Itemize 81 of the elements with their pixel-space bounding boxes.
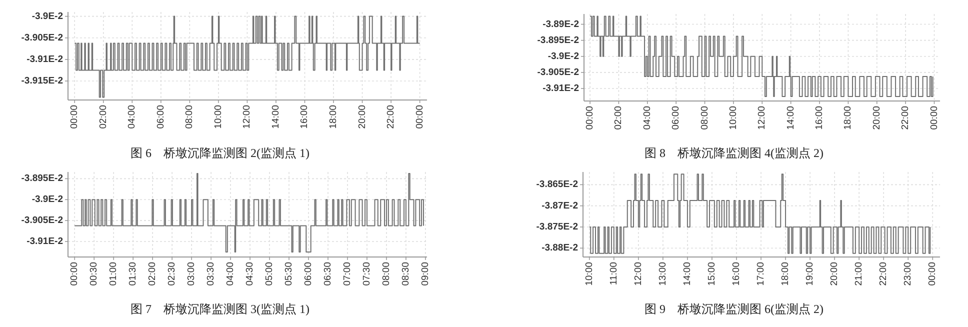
x-tick-label: 22:00 [900, 106, 912, 130]
x-tick-label: 14:00 [682, 262, 693, 286]
x-tick-label: 18:00 [842, 106, 854, 130]
y-tick-label: -3.875E-2 [536, 221, 578, 232]
x-tick-label: 02:30 [166, 262, 178, 286]
text: 图 9 桥墩沉降监测图 6(监测点 2) [644, 302, 824, 316]
text: 图 8 桥墩沉降监测图 4(监测点 2) [644, 146, 824, 160]
x-tick-label: 19:00 [804, 262, 816, 286]
x-tick-label: 16:00 [299, 105, 310, 129]
x-tick-label: 22:00 [878, 262, 890, 286]
x-tick-label: 16:00 [730, 262, 742, 286]
x-tick-label: 05:30 [284, 262, 295, 286]
x-tick-label: 11:00 [608, 262, 620, 286]
x-tick-label: 18:00 [328, 105, 340, 129]
y-tick-label: -3.91E-2 [26, 236, 63, 248]
y-tick-label: -3.915E-2 [21, 76, 63, 87]
y-tick-label: -3.895E-2 [537, 34, 579, 46]
x-tick-label: 20:00 [871, 106, 882, 130]
x-tick-label: 00:00 [927, 262, 938, 286]
y-tick-label: -3.905E-2 [21, 32, 63, 44]
x-tick-label: 13:00 [657, 262, 668, 286]
x-tick-label: 07:00 [342, 262, 353, 286]
x-tick-label: 20:00 [356, 105, 368, 129]
y-tick-label: -3.9E-2 [32, 10, 63, 22]
x-tick-label: 02:00 [98, 105, 109, 129]
x-tick-label: 12:00 [632, 262, 644, 286]
x-tick-label: 09:00 [420, 262, 431, 286]
y-tick-label: -3.9E-2 [32, 194, 63, 206]
x-tick-label: 08:00 [184, 105, 196, 129]
x-tick-label: 02:00 [613, 106, 624, 130]
y-tick-label: -3.895E-2 [21, 173, 63, 184]
x-tick-label: 08:00 [699, 106, 710, 130]
x-tick-label: 03:00 [186, 262, 198, 286]
x-tick-label: 00:00 [414, 105, 426, 129]
x-tick-label: 06:00 [670, 106, 682, 130]
y-tick-label: -3.87E-2 [542, 200, 578, 212]
x-tick-label: 15:00 [706, 262, 718, 286]
x-tick-label: 10:00 [584, 262, 595, 286]
x-tick-label: 08:30 [400, 262, 412, 286]
text: 图 7 桥墩沉降监测图 3(监测点 1) [130, 302, 310, 316]
x-tick-label: 14:00 [270, 105, 282, 129]
x-tick-label: 04:00 [642, 106, 653, 130]
y-tick-label: -3.91E-2 [542, 82, 579, 94]
x-tick-label: 07:30 [361, 262, 372, 286]
x-tick-label: 05:00 [264, 262, 276, 286]
x-tick-label: 06:30 [322, 262, 334, 286]
x-tick-label: 10:00 [728, 106, 739, 130]
x-tick-label: 17:00 [756, 262, 767, 286]
x-tick-label: 00:00 [69, 262, 80, 286]
x-tick-label: 06:00 [303, 262, 314, 286]
x-tick-label: 22:00 [386, 105, 397, 129]
y-tick-label: -3.865E-2 [536, 179, 578, 190]
x-tick-label: 21:00 [854, 262, 865, 286]
y-tick-label: -3.91E-2 [26, 54, 63, 65]
x-tick-label: 16:00 [814, 106, 826, 130]
y-tick-label: -3.89E-2 [542, 18, 579, 30]
y-tick-label: -3.88E-2 [542, 242, 578, 254]
y-tick-label: -3.905E-2 [537, 66, 579, 78]
x-tick-label: 06:00 [155, 105, 166, 129]
y-tick-label: -3.9E-2 [548, 50, 579, 62]
x-tick-label: 03:30 [206, 262, 217, 286]
x-tick-label: 12:00 [756, 106, 768, 130]
x-tick-label: 10:00 [212, 105, 224, 129]
text: 图 6 桥墩沉降监测图 2(监测点 1) [130, 146, 310, 160]
x-tick-label: 08:00 [380, 262, 392, 286]
y-tick-label: -3.905E-2 [21, 215, 63, 226]
x-tick-label: 20:00 [829, 262, 840, 286]
x-tick-label: 04:30 [244, 262, 256, 286]
x-tick-label: 01:30 [128, 262, 139, 286]
x-tick-label: 04:00 [225, 262, 236, 286]
x-tick-label: 00:00 [584, 106, 596, 130]
x-tick-label: 00:30 [88, 262, 100, 286]
x-tick-label: 02:00 [147, 262, 158, 286]
x-tick-label: 00:00 [69, 105, 80, 129]
x-tick-label: 14:00 [785, 106, 796, 130]
x-tick-label: 04:00 [126, 105, 138, 129]
x-tick-label: 01:00 [108, 262, 120, 286]
x-tick-label: 00:00 [928, 106, 940, 130]
x-tick-label: 12:00 [242, 105, 253, 129]
x-tick-label: 18:00 [780, 262, 792, 286]
x-tick-label: 23:00 [902, 262, 914, 286]
